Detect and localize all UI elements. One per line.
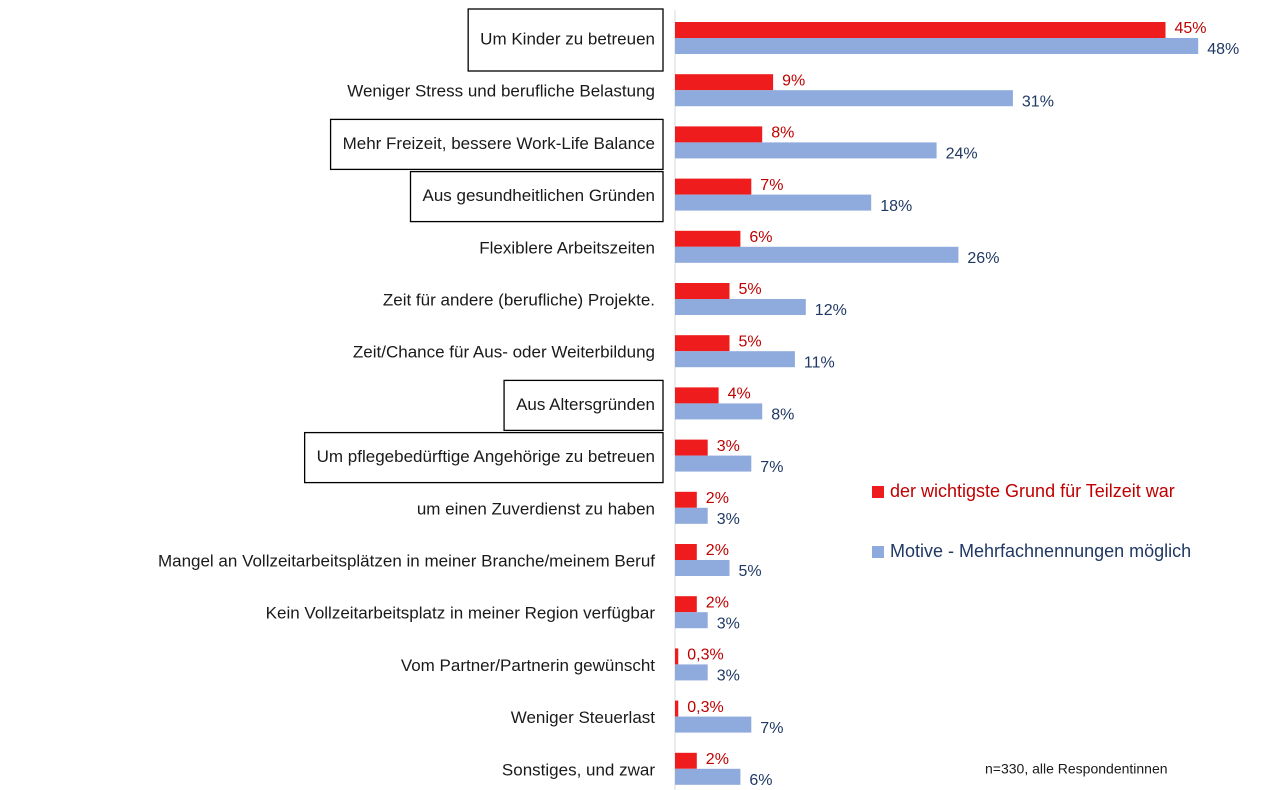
- bar: [675, 455, 752, 472]
- category-label: Weniger Stress und berufliche Belastung: [347, 82, 655, 101]
- bar: [675, 74, 774, 91]
- bar: [675, 126, 763, 143]
- bar: [675, 299, 806, 315]
- category-label: Sonstiges, und zwar: [502, 760, 655, 779]
- value-label: 4%: [728, 386, 751, 403]
- bar: [675, 283, 730, 299]
- value-label: 7%: [760, 720, 783, 737]
- category-box: [503, 379, 664, 432]
- value-label: 5%: [739, 333, 762, 350]
- bar: [675, 768, 741, 785]
- value-label: 6%: [749, 229, 772, 246]
- value-label: 45%: [1175, 20, 1207, 37]
- category-label: Vom Partner/Partnerin gewünscht: [401, 656, 655, 675]
- value-label: 11%: [804, 354, 835, 371]
- value-label: 9%: [782, 72, 805, 89]
- value-label: 5%: [739, 563, 762, 580]
- category-box: [329, 118, 664, 171]
- bar: [675, 700, 679, 717]
- category-box: [303, 431, 664, 484]
- value-label: 2%: [706, 542, 729, 559]
- legend-label: der wichtigste Grund für Teilzeit war: [890, 481, 1175, 501]
- value-label: 26%: [967, 250, 999, 267]
- value-label: 8%: [771, 125, 794, 142]
- category-label: um einen Zuverdienst zu haben: [417, 499, 655, 518]
- bar: [675, 335, 730, 352]
- category-label: Zeit/Chance für Aus- oder Weiterbildung: [353, 343, 655, 362]
- value-label: 6%: [749, 772, 772, 789]
- bar: [675, 22, 1166, 38]
- value-label: 2%: [706, 751, 729, 768]
- bar: [675, 178, 752, 195]
- category-box: [409, 170, 664, 223]
- category-box: [467, 8, 664, 72]
- bar: [675, 752, 697, 769]
- value-label: 7%: [760, 459, 783, 476]
- category-label: Aus Altersgründen: [516, 395, 655, 414]
- bar: [675, 403, 763, 420]
- bar: [675, 664, 708, 681]
- category-label: Zeit für andere (berufliche) Projekte.: [383, 290, 655, 309]
- value-label: 0,3%: [687, 647, 723, 664]
- value-label: 5%: [739, 281, 762, 298]
- value-label: 0,3%: [687, 699, 723, 716]
- value-label: 2%: [706, 594, 729, 611]
- bar: [675, 491, 697, 508]
- value-label: 8%: [771, 407, 794, 424]
- category-label: Flexiblere Arbeitszeiten: [479, 238, 655, 257]
- bar: [675, 560, 730, 576]
- value-label: 3%: [717, 511, 740, 528]
- category-label: Kein Vollzeitarbeitsplatz in meiner Regi…: [266, 604, 656, 623]
- category-label: Um pflegebedürftige Angehörige zu betreu…: [317, 447, 655, 466]
- bar: [675, 142, 937, 159]
- bar: [675, 387, 719, 404]
- value-label: 18%: [880, 198, 912, 215]
- bar: [675, 194, 872, 211]
- legend-swatch: [872, 546, 884, 558]
- bar: [675, 612, 708, 629]
- category-label: Um Kinder zu betreuen: [480, 29, 655, 48]
- bar: [675, 90, 1013, 107]
- value-label: 24%: [946, 146, 978, 163]
- bar: [675, 648, 679, 665]
- bar: [675, 38, 1199, 54]
- bar: [675, 716, 752, 733]
- bar: [675, 544, 697, 560]
- category-label: Aus gesundheitlichen Gründen: [423, 186, 656, 205]
- category-label: Mehr Freizeit, bessere Work-Life Balance: [343, 134, 655, 153]
- bar: [675, 507, 708, 524]
- value-label: 3%: [717, 668, 740, 685]
- legend-swatch: [872, 486, 884, 498]
- footnote: n=330, alle Respondentinnen: [985, 761, 1168, 777]
- legend-label: Motive - Mehrfachnennungen möglich: [890, 541, 1191, 561]
- bar: [675, 230, 741, 247]
- category-label: Weniger Steuerlast: [511, 708, 656, 727]
- bar: [675, 596, 697, 613]
- value-label: 31%: [1022, 93, 1054, 110]
- value-label: 2%: [706, 490, 729, 507]
- bar: [675, 246, 959, 263]
- value-label: 12%: [815, 302, 847, 319]
- bar: [675, 439, 708, 456]
- value-label: 48%: [1207, 41, 1239, 58]
- value-label: 3%: [717, 438, 740, 455]
- value-label: 7%: [760, 177, 783, 194]
- bar: [675, 351, 795, 368]
- value-label: 3%: [717, 615, 740, 632]
- category-label: Mangel an Vollzeitarbeitsplätzen in mein…: [158, 551, 655, 570]
